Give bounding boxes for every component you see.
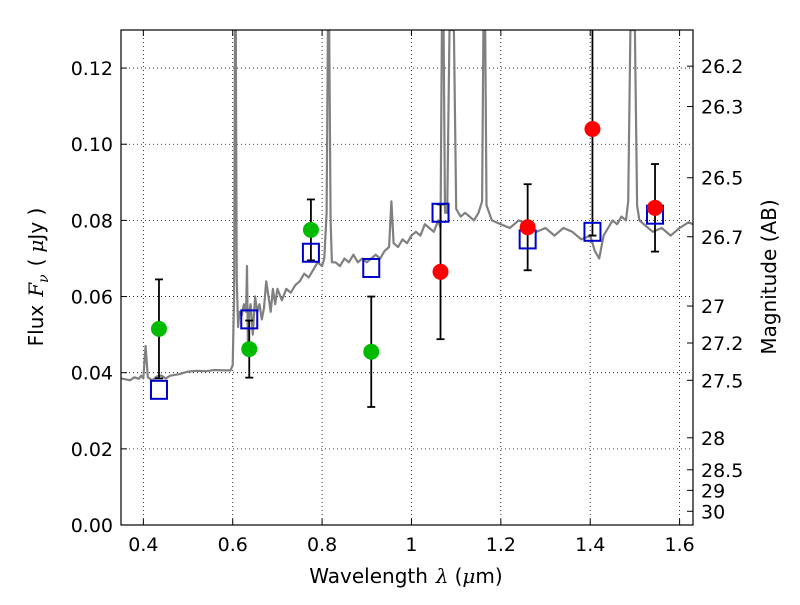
x-tick-label: 0.4 [128, 534, 158, 556]
x-tick-label: 1.6 [664, 534, 694, 556]
x-axis-label-text: Wavelength [309, 564, 428, 588]
model-photometry-square [583, 221, 602, 242]
observed-point-red [584, 121, 601, 137]
y2-axis-label: Magnitude (AB) [757, 199, 781, 354]
y-axis-label-symbol-sub: ν [36, 274, 52, 283]
y-axis-label: Flux Fν ( μJy ) [24, 208, 52, 347]
y-axis-label-symbol: F [24, 282, 48, 298]
ticks: 0.4 0.6 0.8 1 1.2 1.4 1.6 0.00 0.02 0.04 0.06 0.08 0… [71, 30, 743, 556]
y-axis-label-text: Flux [24, 305, 48, 347]
y-tick-label: 0.06 [71, 287, 113, 309]
x-tick-label: 0.6 [218, 534, 248, 556]
y-tick-label: 0.00 [71, 515, 113, 537]
y-tick-label: 0.02 [71, 439, 113, 461]
y2-tick-label: 26.7 [701, 227, 743, 249]
y-tick-label: 0.08 [71, 210, 113, 232]
observed-point-red [647, 199, 664, 216]
y-tick-label: 0.12 [71, 58, 113, 80]
observed-point-green [363, 343, 380, 360]
y-axis-label-unit-rest: Jy ) [24, 208, 48, 242]
model-photometry-square [362, 257, 381, 278]
observed-point-green [150, 320, 167, 337]
y-axis-label-unit-mu: μ [24, 240, 48, 253]
observed-layer [150, 121, 664, 360]
model-photometry-square [431, 202, 450, 223]
plot-frame [120, 29, 694, 526]
x-axis-label-unit-rest: m) [475, 564, 502, 588]
photometry-layer [149, 202, 665, 400]
y2-tick-label: 26.5 [701, 168, 743, 190]
x-tick-label: 1.4 [575, 534, 605, 556]
y-tick-label: 0.10 [71, 134, 113, 156]
y-tick-label: 0.04 [71, 363, 113, 385]
y2-tick-label: 27.2 [701, 333, 743, 355]
x-axis-label-unit-open: ( [455, 564, 463, 588]
model-photometry-square [301, 242, 320, 263]
observed-point-red [432, 263, 449, 280]
y2-tick-label: 26.3 [701, 97, 743, 119]
observed-point-green [241, 341, 258, 358]
y2-tick-label: 29 [701, 480, 725, 502]
y2-tick-label: 27 [701, 296, 725, 318]
x-tick-label: 1.2 [486, 534, 516, 556]
observed-point-red [519, 219, 536, 236]
x-tick-label: 1 [405, 534, 417, 556]
observed-point-green [302, 221, 319, 238]
y2-tick-label: 28 [701, 428, 725, 450]
x-axis-label-symbol: λ [435, 564, 449, 588]
x-tick-label: 0.8 [307, 534, 337, 556]
model-photometry-square [149, 379, 168, 400]
x-axis-label: Wavelength λ (μm) [309, 564, 502, 588]
y-axis-label-unit-open: ( [24, 259, 48, 267]
y2-tick-label: 28.5 [701, 460, 743, 482]
errorbar-layer [154, 30, 660, 408]
x-axis-label-unit-mu: μ [462, 564, 475, 588]
model-photometry-square [240, 309, 259, 330]
y2-tick-label: 27.5 [701, 370, 743, 392]
y2-tick-label: 30 [701, 501, 725, 523]
y2-tick-label: 26.2 [701, 56, 743, 78]
